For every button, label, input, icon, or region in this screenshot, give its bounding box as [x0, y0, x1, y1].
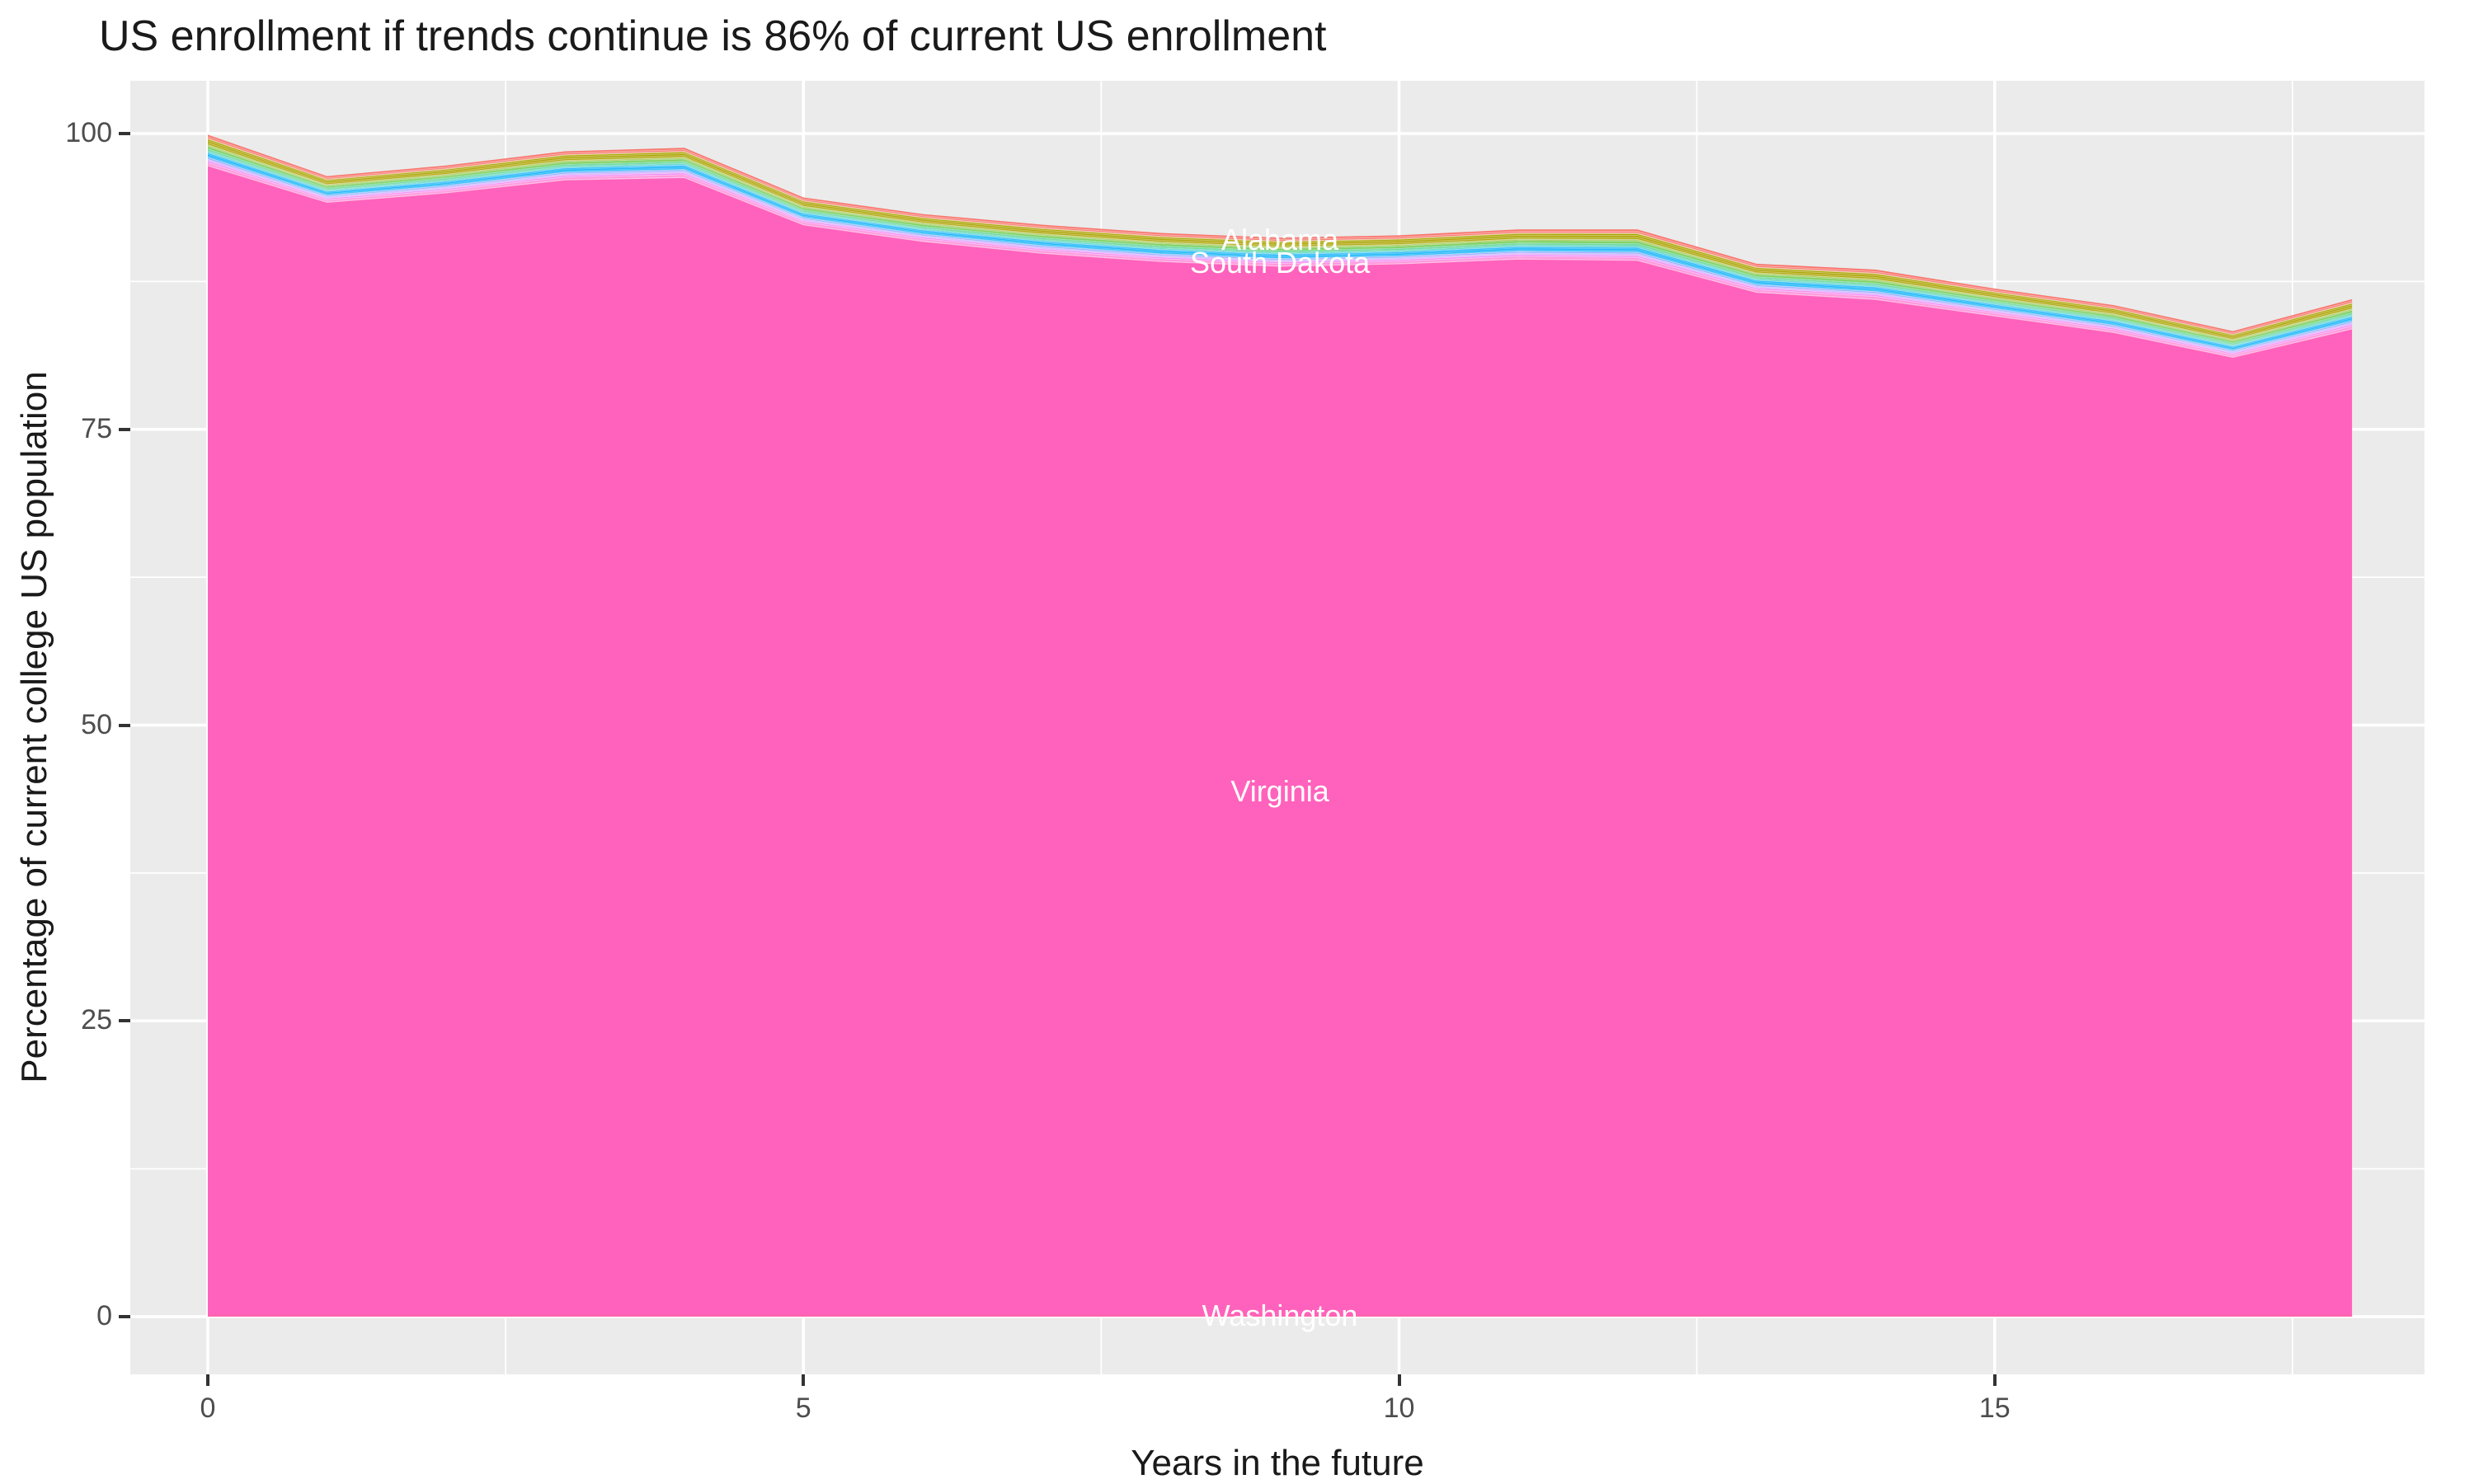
y-axis-title: Percentage of current college US populat…	[14, 371, 54, 1083]
x-axis-tick	[1397, 1374, 1401, 1386]
y-axis-tick	[119, 132, 130, 135]
chart-title: US enrollment if trends continue is 86% …	[99, 12, 1327, 60]
area-band-virginia	[208, 165, 2353, 1317]
band-separator-line	[207, 158, 2353, 353]
band-separator-line	[207, 145, 2353, 342]
state-area-label-washington: Washington	[1202, 1298, 1358, 1332]
band-separator-line	[207, 140, 2353, 337]
state-area-label-alabama: Alabama	[1221, 222, 1339, 256]
x-tick-label: 15	[1978, 1392, 2011, 1424]
state-area-label-south-dakota: South Dakota	[1189, 245, 1371, 279]
band-separator-line	[207, 160, 2353, 355]
y-tick-label: 50	[81, 708, 112, 740]
y-tick-label: 25	[81, 1004, 112, 1036]
band-separator-line	[207, 148, 2353, 344]
x-axis-tick	[1992, 1374, 1997, 1386]
plot-panel	[130, 81, 2425, 1374]
x-tick-label: 5	[795, 1392, 811, 1424]
band-separator-line	[207, 138, 2353, 336]
band-separator-line	[207, 155, 2353, 350]
band-separator-line	[207, 136, 2353, 334]
y-axis-tick	[119, 427, 130, 431]
band-separator-line	[207, 152, 2353, 347]
x-axis-tick	[802, 1374, 806, 1386]
y-tick-label: 100	[65, 117, 112, 148]
x-axis-tick	[206, 1374, 209, 1386]
band-separator-line	[207, 150, 2353, 346]
y-axis-tick	[119, 1019, 130, 1023]
x-tick-label: 0	[200, 1392, 216, 1424]
x-tick-label: 10	[1383, 1392, 1415, 1424]
area-band-washington	[208, 1314, 2353, 1317]
band-separator-line	[207, 153, 2353, 349]
y-axis-tick	[119, 723, 130, 727]
y-tick-label: 75	[81, 412, 112, 444]
band-separator-line	[207, 157, 2353, 351]
band-separator-line	[207, 163, 2353, 357]
band-separator-line	[207, 162, 2353, 356]
y-axis-tick	[119, 1315, 130, 1318]
band-separator-line	[207, 147, 2353, 343]
state-area-label-virginia: Virginia	[1230, 773, 1329, 808]
band-separator-line	[207, 164, 2353, 359]
band-separator-line	[207, 149, 2353, 345]
band-separator-line	[207, 143, 2353, 340]
y-tick-label: 0	[96, 1300, 112, 1331]
band-separator-line	[207, 142, 2353, 339]
x-axis-title: Years in the future	[1131, 1443, 1424, 1483]
stacked-area-chart	[130, 81, 2425, 1374]
